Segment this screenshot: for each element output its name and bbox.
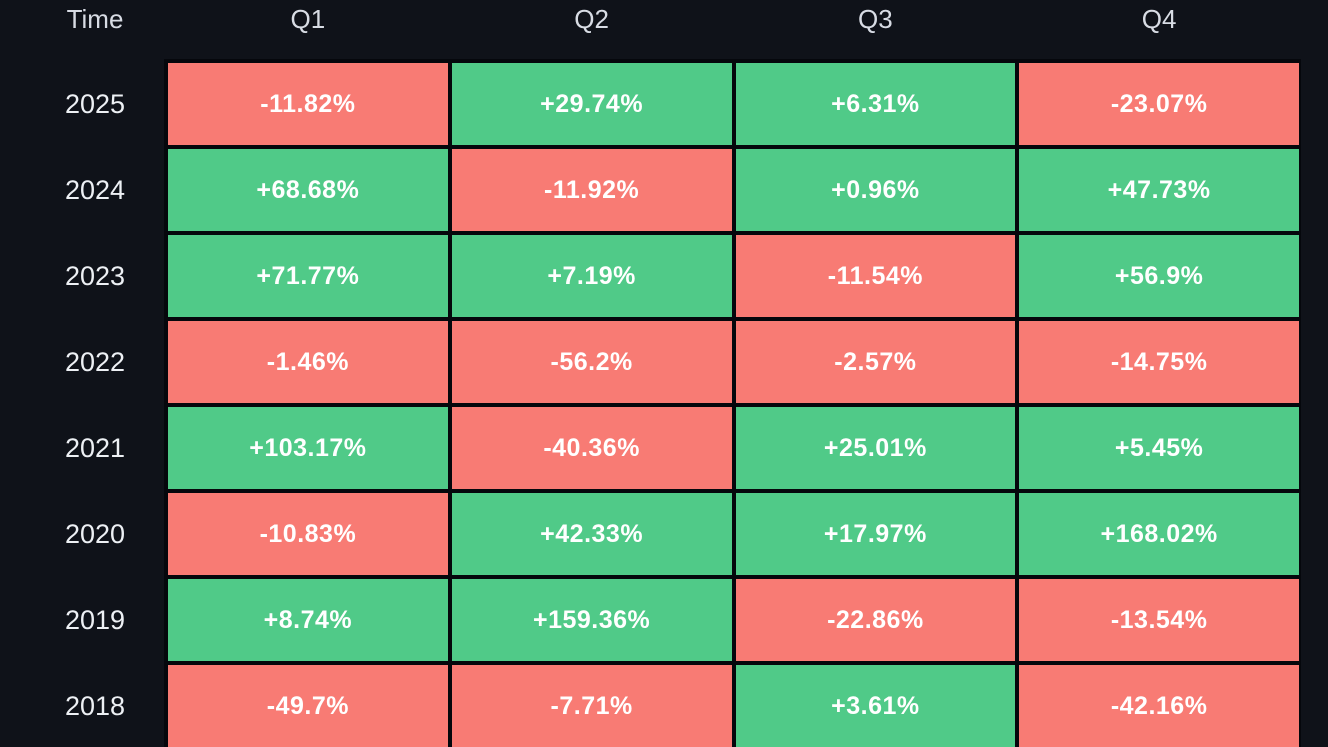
cell-2019-q4: -13.54% [1019,579,1299,661]
row-label-2024: 2024 [64,174,126,205]
cell-2019-q3: -22.86% [735,579,1016,661]
cell-2025-q4: -23.07% [1019,63,1299,145]
table-grid: Time Q1 Q2 Q3 Q4 2025 -11.82% +29.74% +6… [64,4,1299,747]
column-header-time: Time [66,4,124,34]
row-label-2021: 2021 [64,432,126,463]
cell-2021-q1: +103.17% [168,407,448,489]
cell-2024-q2: -11.92% [451,149,732,231]
column-header-q4: Q4 [1141,4,1177,34]
cell-2019-q2: +159.36% [451,579,732,661]
row-label-2020: 2020 [64,518,126,549]
cell-2020-q1: -10.83% [168,493,448,575]
cell-2023-q4: +56.9% [1019,235,1299,317]
cell-2024-q4: +47.73% [1019,149,1299,231]
cell-2024-q3: +0.96% [735,149,1016,231]
row-label-2023: 2023 [64,260,126,291]
cell-2024-q1: +68.68% [168,149,448,231]
cell-2020-q3: +17.97% [735,493,1016,575]
cell-2022-q3: -2.57% [735,321,1016,403]
cell-2020-q4: +168.02% [1019,493,1299,575]
row-label-2022: 2022 [64,346,126,377]
cell-2023-q3: -11.54% [735,235,1016,317]
column-header-q1: Q1 [290,4,326,34]
cell-2025-q3: +6.31% [735,63,1016,145]
cell-2025-q2: +29.74% [451,63,732,145]
cell-2023-q1: +71.77% [168,235,448,317]
cell-2021-q3: +25.01% [735,407,1016,489]
cell-2025-q1: -11.82% [168,63,448,145]
cell-2021-q2: -40.36% [451,407,732,489]
cell-2018-q3: +3.61% [735,665,1016,747]
cell-2018-q1: -49.7% [168,665,448,747]
cell-2022-q4: -14.75% [1019,321,1299,403]
column-header-q3: Q3 [858,4,893,34]
cell-2019-q1: +8.74% [168,579,448,661]
cell-2021-q4: +5.45% [1019,407,1299,489]
cell-2022-q2: -56.2% [451,321,732,403]
cell-2020-q2: +42.33% [451,493,732,575]
cell-2018-q4: -42.16% [1019,665,1299,747]
row-label-2018: 2018 [64,690,126,721]
row-label-2025: 2025 [64,88,126,119]
column-header-q2: Q2 [574,4,609,34]
row-label-2019: 2019 [64,604,126,635]
cell-2023-q2: +7.19% [451,235,732,317]
cell-2022-q1: -1.46% [168,321,448,403]
cell-2018-q2: -7.71% [451,665,732,747]
